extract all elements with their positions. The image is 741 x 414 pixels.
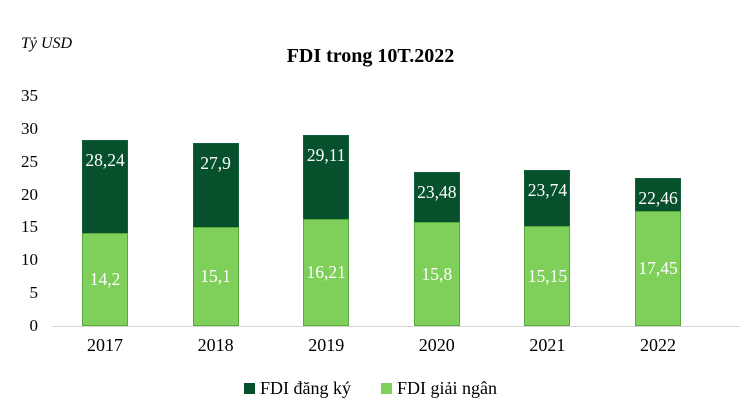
value-label-disbursed-2019: 16,21 bbox=[306, 262, 346, 283]
x-axis-label-2018: 2018 bbox=[197, 335, 234, 355]
bar-2017-disbursed-segment bbox=[82, 232, 128, 326]
y-axis-tick-label: 10 bbox=[21, 250, 38, 270]
legend: FDI đăng ký FDI giải ngân bbox=[0, 378, 741, 399]
bar-2017: 28,24 14,2 bbox=[82, 140, 128, 326]
x-axis-label-2019: 2019 bbox=[308, 335, 345, 355]
x-axis-label-2021: 2021 bbox=[529, 335, 566, 355]
x-axis-label-2017: 2017 bbox=[87, 335, 123, 355]
value-label-disbursed-2020: 15,8 bbox=[421, 263, 453, 284]
value-label-registered-2018: 27,9 bbox=[200, 152, 231, 173]
value-label-registered-2017: 28,24 bbox=[85, 150, 125, 171]
y-axis: 35 30 25 20 15 10 5 0 bbox=[0, 86, 40, 335]
value-label-registered-2022: 22,46 bbox=[638, 188, 678, 209]
legend-item-disbursed: FDI giải ngân bbox=[381, 378, 497, 399]
y-axis-tick-label: 0 bbox=[29, 316, 39, 335]
bar-2018: 27,9 15,1 bbox=[192, 142, 239, 326]
bar-2021: 23,74 15,15 bbox=[524, 170, 571, 326]
bar-2022: 22,46 17,45 bbox=[635, 178, 681, 326]
x-axis: 2017 2018 2019 2020 2021 2022 bbox=[52, 335, 740, 359]
value-label-disbursed-2022: 17,45 bbox=[638, 258, 678, 279]
y-axis-unit-label: Tỷ USD bbox=[21, 35, 73, 52]
y-axis-tick-label: 15 bbox=[21, 217, 38, 237]
x-axis-label-2020: 2020 bbox=[418, 335, 455, 355]
bar-2020-disbursed-segment bbox=[413, 222, 460, 326]
value-label-registered-2019: 29,11 bbox=[306, 144, 346, 165]
legend-swatch-registered bbox=[244, 383, 255, 394]
value-label-disbursed-2018: 15,1 bbox=[200, 265, 231, 286]
value-label-registered-2021: 23,74 bbox=[527, 180, 568, 200]
y-axis-tick-label: 25 bbox=[21, 151, 38, 171]
legend-label-disbursed: FDI giải ngân bbox=[397, 378, 497, 398]
x-axis-label-2022: 2022 bbox=[640, 335, 676, 355]
bar-2021-disbursed-segment bbox=[524, 226, 571, 326]
y-axis-tick-label: 35 bbox=[21, 86, 38, 105]
bar-2018-disbursed-segment bbox=[192, 226, 239, 326]
y-axis-tick-label: 30 bbox=[21, 118, 38, 138]
y-axis-tick-label: 20 bbox=[21, 184, 38, 204]
y-axis-tick-label: 5 bbox=[29, 283, 39, 303]
bar-2020: 23,48 15,8 bbox=[413, 171, 460, 326]
bar-2022-disbursed-segment bbox=[635, 211, 681, 326]
legend-label-registered: FDI đăng ký bbox=[260, 378, 351, 398]
legend-item-registered: FDI đăng ký bbox=[244, 378, 351, 399]
bar-2019: 29,11 16,21 bbox=[303, 134, 350, 326]
value-label-disbursed-2017: 14,2 bbox=[89, 268, 121, 289]
value-label-disbursed-2021: 15,15 bbox=[527, 265, 568, 286]
plot-area: 28,24 14,2 27,9 15,1 29,11 16,21 23,48 15,8 23,7… bbox=[52, 96, 740, 327]
bar-2019-disbursed-segment bbox=[303, 219, 350, 326]
value-label-registered-2020: 23,48 bbox=[417, 181, 457, 202]
legend-swatch-disbursed bbox=[381, 383, 392, 394]
chart-title: FDI trong 10T.2022 bbox=[286, 45, 455, 67]
